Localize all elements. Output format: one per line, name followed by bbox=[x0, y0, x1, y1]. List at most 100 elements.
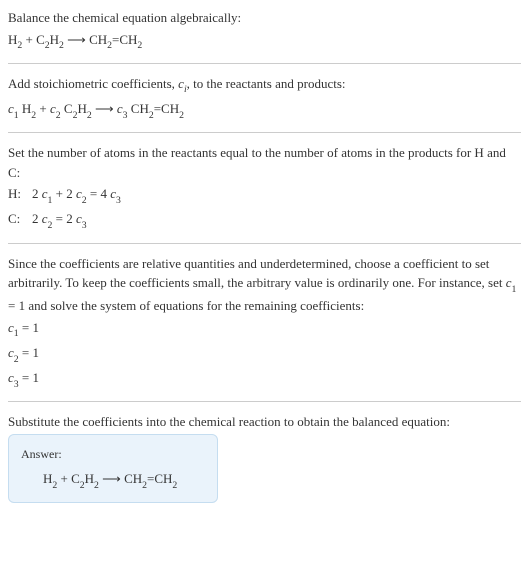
c-c2sub: 3 bbox=[82, 220, 87, 231]
eq2-c3: c bbox=[117, 101, 123, 116]
section-stoichiometric: Add stoichiometric coefficients, c i, to … bbox=[8, 74, 521, 122]
eq1-plus: + bbox=[22, 32, 36, 47]
equation-2: c1 H2 + c2 C2H2 ⟶ c3 CH2=CH2 bbox=[8, 99, 521, 122]
sol1-c: c bbox=[8, 320, 14, 335]
final-title: Substitute the coefficients into the che… bbox=[8, 412, 521, 432]
ans-arrow: ⟶ bbox=[99, 471, 124, 486]
h-c1: c bbox=[42, 186, 48, 201]
answer-box: Answer: H2 + C2H2 ⟶ CH2=CH2 bbox=[8, 434, 218, 503]
sol2-csub: 2 bbox=[14, 354, 19, 365]
answer-label: Answer: bbox=[21, 445, 205, 463]
c-t1: 2 bbox=[32, 211, 42, 226]
h-c2sub: 2 bbox=[82, 195, 87, 206]
h-c3sub: 3 bbox=[116, 195, 121, 206]
atom-row-c: C: 2 c2 = 2 c3 bbox=[8, 209, 521, 232]
ans-r2a: C bbox=[71, 471, 80, 486]
eq1-p1a: CH bbox=[89, 32, 107, 47]
c-t2: = 2 bbox=[52, 211, 76, 226]
eq2-c1: c bbox=[8, 101, 14, 116]
solution-line-1: c1 = 1 bbox=[8, 318, 521, 341]
equation-1: H2 + C2H2 ⟶ CH2=CH2 bbox=[8, 30, 521, 53]
atom-c-label: C: bbox=[8, 209, 32, 232]
sol3-csub: 3 bbox=[14, 379, 19, 390]
h-c2: c bbox=[76, 186, 82, 201]
divider-3 bbox=[8, 243, 521, 244]
eq1-r2a: C bbox=[36, 32, 45, 47]
eq1-r2bsub: 2 bbox=[59, 40, 64, 51]
divider-4 bbox=[8, 401, 521, 402]
ans-r1: H bbox=[43, 471, 52, 486]
sol2-eq: = 1 bbox=[19, 345, 39, 360]
h-t1: 2 bbox=[32, 186, 42, 201]
stoich-title: Add stoichiometric coefficients, ci, to … bbox=[8, 74, 521, 97]
divider-1 bbox=[8, 63, 521, 64]
solution-line-2: c2 = 1 bbox=[8, 343, 521, 366]
eq2-p1bsub: 2 bbox=[179, 110, 184, 121]
solve-c1: c bbox=[506, 275, 512, 290]
atom-balance-title: Set the number of atoms in the reactants… bbox=[8, 143, 521, 182]
eq2-c3sub: 3 bbox=[123, 110, 128, 121]
divider-2 bbox=[8, 132, 521, 133]
eq2-r1: H bbox=[22, 101, 31, 116]
eq1-r2asub: 2 bbox=[45, 40, 50, 51]
atom-h-content: 2 c1 + 2 c2 = 4 c3 bbox=[32, 184, 521, 207]
solve-text: Since the coefficients are relative quan… bbox=[8, 254, 521, 316]
eq1-p1eq: =CH bbox=[112, 32, 137, 47]
balance-title: Balance the chemical equation algebraica… bbox=[8, 8, 521, 28]
eq1-r2b: H bbox=[50, 32, 59, 47]
stoich-title-pre: Add stoichiometric coefficients, bbox=[8, 76, 178, 91]
sol1-csub: 1 bbox=[14, 328, 19, 339]
h-c1sub: 1 bbox=[48, 195, 53, 206]
h-t2: + 2 bbox=[52, 186, 76, 201]
ans-r2bsub: 2 bbox=[94, 480, 99, 491]
eq1-r1sub: 2 bbox=[17, 40, 22, 51]
eq1-r1: H bbox=[8, 32, 17, 47]
answer-equation: H2 + C2H2 ⟶ CH2=CH2 bbox=[21, 469, 205, 492]
section-atom-balance: Set the number of atoms in the reactants… bbox=[8, 143, 521, 232]
stoich-title-post: , to the reactants and products: bbox=[187, 76, 346, 91]
eq2-r1sub: 2 bbox=[31, 110, 36, 121]
eq2-p1asub: 2 bbox=[149, 110, 154, 121]
eq2-p1eq: =CH bbox=[154, 101, 179, 116]
eq2-c2sub: 2 bbox=[56, 110, 61, 121]
eq1-p1bsub: 2 bbox=[137, 40, 142, 51]
eq2-p1a: CH bbox=[131, 101, 149, 116]
atom-row-h: H: 2 c1 + 2 c2 = 4 c3 bbox=[8, 184, 521, 207]
section-final: Substitute the coefficients into the che… bbox=[8, 412, 521, 503]
c-c2: c bbox=[76, 211, 82, 226]
c-c1sub: 2 bbox=[48, 220, 53, 231]
ans-p1asub: 2 bbox=[142, 480, 147, 491]
ans-plus: + bbox=[57, 471, 71, 486]
section-balance-intro: Balance the chemical equation algebraica… bbox=[8, 8, 521, 53]
eq2-r2bsub: 2 bbox=[87, 110, 92, 121]
eq2-c1sub: 1 bbox=[14, 110, 19, 121]
atom-c-content: 2 c2 = 2 c3 bbox=[32, 209, 521, 232]
sol3-eq: = 1 bbox=[19, 370, 39, 385]
h-t3: = 4 bbox=[87, 186, 111, 201]
ans-p1a: CH bbox=[124, 471, 142, 486]
stoich-ci-sub: i bbox=[184, 84, 187, 95]
eq1-arrow: ⟶ bbox=[64, 32, 89, 47]
ans-r1sub: 2 bbox=[52, 480, 57, 491]
ans-r2asub: 2 bbox=[80, 480, 85, 491]
ans-p1bsub: 2 bbox=[172, 480, 177, 491]
solve-text-post: = 1 and solve the system of equations fo… bbox=[8, 298, 364, 313]
solution-line-3: c3 = 1 bbox=[8, 368, 521, 391]
eq2-plus: + bbox=[36, 101, 50, 116]
solve-text-pre: Since the coefficients are relative quan… bbox=[8, 256, 506, 291]
eq1-p1asub: 2 bbox=[107, 40, 112, 51]
sol1-eq: = 1 bbox=[19, 320, 39, 335]
sol2-c: c bbox=[8, 345, 14, 360]
eq2-c2: c bbox=[50, 101, 56, 116]
ans-r2b: H bbox=[85, 471, 94, 486]
c-c1: c bbox=[42, 211, 48, 226]
solve-c1sub: 1 bbox=[512, 284, 517, 295]
eq2-r2a: C bbox=[64, 101, 73, 116]
eq2-arrow: ⟶ bbox=[92, 101, 117, 116]
sol3-c: c bbox=[8, 370, 14, 385]
eq2-r2asub: 2 bbox=[73, 110, 78, 121]
ans-p1eq: =CH bbox=[147, 471, 172, 486]
eq2-r2b: H bbox=[77, 101, 86, 116]
section-solve: Since the coefficients are relative quan… bbox=[8, 254, 521, 392]
atom-h-label: H: bbox=[8, 184, 32, 207]
